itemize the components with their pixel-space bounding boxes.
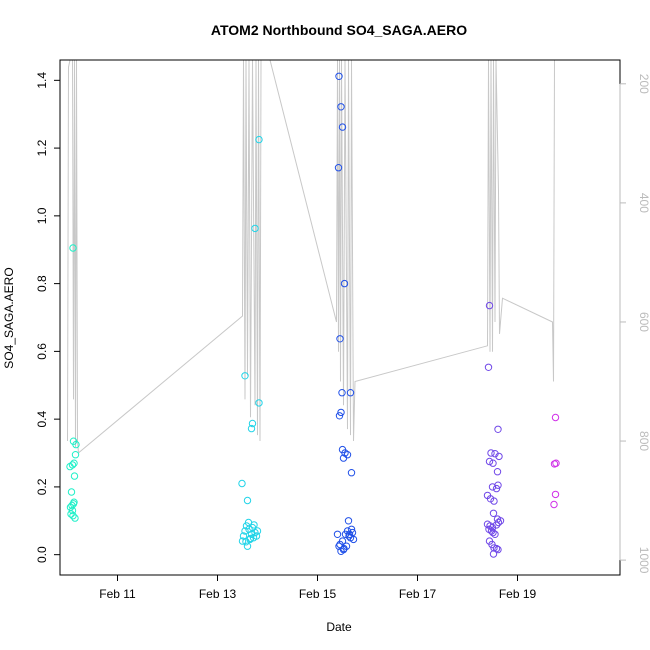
data-point bbox=[493, 468, 502, 476]
data-point bbox=[551, 413, 560, 422]
data-point bbox=[489, 459, 497, 467]
data-point bbox=[338, 123, 347, 131]
y-tick-label: 0.4 bbox=[35, 410, 49, 427]
data-point bbox=[238, 537, 247, 545]
data-point bbox=[335, 412, 344, 420]
data-point bbox=[238, 479, 246, 488]
data-point bbox=[494, 425, 502, 433]
y-tick-label: 1.4 bbox=[35, 72, 49, 89]
data-point bbox=[494, 545, 502, 554]
data-point bbox=[485, 457, 494, 466]
y-tick-label: 1.0 bbox=[35, 207, 49, 224]
data-point bbox=[494, 518, 503, 527]
data-point bbox=[255, 399, 263, 407]
data-point bbox=[484, 363, 493, 371]
data-point bbox=[250, 521, 258, 529]
y2-tick-label: 1000 bbox=[637, 547, 650, 574]
data-point bbox=[337, 103, 345, 111]
x-tick-label: Feb 11 bbox=[99, 587, 136, 601]
data-point bbox=[243, 542, 252, 550]
points-layer bbox=[66, 72, 560, 558]
data-point bbox=[337, 408, 345, 417]
data-point bbox=[333, 530, 342, 538]
data-point bbox=[490, 497, 498, 505]
data-point bbox=[551, 490, 560, 499]
secondary-y-axis: 200 400 600 800 1000 bbox=[619, 74, 650, 574]
x-axis: Feb 11 Feb 13 Feb 15 Feb 17 Feb 19 bbox=[99, 575, 537, 601]
data-point bbox=[241, 372, 249, 380]
data-point bbox=[71, 514, 79, 522]
data-point bbox=[339, 545, 348, 554]
data-point bbox=[243, 496, 252, 505]
x-tick-label: Feb 13 bbox=[199, 587, 237, 601]
data-point bbox=[346, 389, 355, 397]
data-point bbox=[492, 521, 501, 529]
y2-tick-label: 400 bbox=[637, 193, 650, 213]
y-tick-label: 1.2 bbox=[35, 139, 49, 156]
x-tick-label: Feb 17 bbox=[399, 587, 437, 601]
y-axis: 0.0 0.2 0.4 0.6 0.8 1.0 1.2 1.4 bbox=[35, 72, 60, 563]
data-point bbox=[66, 503, 75, 511]
altitude-layer bbox=[67, 60, 555, 454]
data-point bbox=[334, 164, 343, 172]
y-tick-label: 0.2 bbox=[35, 478, 49, 495]
data-point bbox=[241, 527, 249, 535]
data-point bbox=[70, 459, 78, 467]
data-point bbox=[347, 525, 356, 533]
x-tick-label: Feb 15 bbox=[299, 587, 337, 601]
data-point bbox=[345, 532, 353, 540]
data-point bbox=[251, 224, 259, 233]
y2-tick-label: 600 bbox=[637, 312, 650, 332]
data-point bbox=[344, 517, 353, 525]
data-point bbox=[487, 449, 495, 457]
data-point bbox=[248, 419, 257, 428]
data-point bbox=[245, 525, 253, 533]
y2-tick-label: 800 bbox=[637, 431, 650, 451]
data-point bbox=[247, 424, 256, 433]
data-point bbox=[339, 454, 348, 462]
data-point bbox=[335, 72, 343, 81]
data-point bbox=[489, 528, 497, 537]
data-point bbox=[492, 484, 501, 493]
data-point bbox=[496, 517, 505, 525]
data-point bbox=[340, 279, 349, 288]
data-point bbox=[69, 512, 77, 520]
data-point bbox=[68, 461, 77, 469]
data-point bbox=[72, 440, 80, 449]
x-axis-label: Date bbox=[326, 620, 352, 634]
data-point bbox=[255, 135, 263, 144]
data-point bbox=[253, 527, 262, 535]
data-point bbox=[550, 500, 558, 509]
data-point bbox=[70, 472, 79, 480]
y2-tick-label: 200 bbox=[637, 74, 650, 94]
data-point bbox=[338, 389, 346, 397]
data-point bbox=[489, 550, 498, 558]
data-point bbox=[489, 509, 498, 517]
data-point bbox=[347, 469, 356, 477]
data-point bbox=[488, 483, 497, 491]
y-axis-label: SO4_SAGA.AERO bbox=[2, 267, 16, 368]
data-point bbox=[491, 530, 499, 538]
data-point bbox=[246, 534, 255, 543]
data-point bbox=[67, 488, 76, 496]
chart-title: ATOM2 Northbound SO4_SAGA.AERO bbox=[211, 22, 467, 38]
data-point bbox=[492, 544, 501, 553]
data-point bbox=[336, 335, 344, 343]
y-tick-label: 0.6 bbox=[35, 343, 49, 360]
data-point bbox=[495, 452, 503, 461]
x-tick-label: Feb 19 bbox=[499, 587, 537, 601]
data-point bbox=[336, 540, 344, 549]
data-point bbox=[69, 244, 77, 252]
data-point bbox=[70, 498, 78, 506]
y-tick-label: 0.8 bbox=[35, 275, 49, 292]
data-point bbox=[552, 459, 560, 467]
data-point bbox=[71, 451, 80, 459]
y-tick-label: 0.0 bbox=[35, 546, 49, 563]
altitude-line bbox=[67, 60, 555, 454]
data-point bbox=[485, 301, 494, 310]
